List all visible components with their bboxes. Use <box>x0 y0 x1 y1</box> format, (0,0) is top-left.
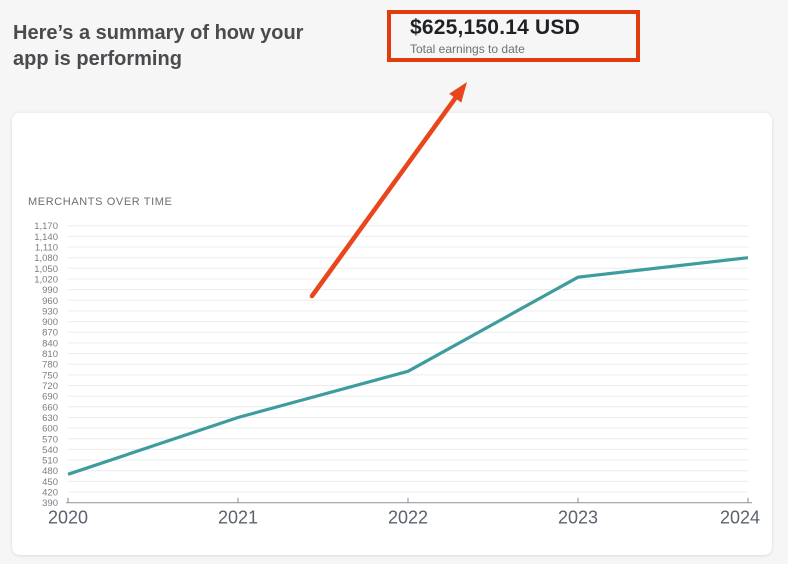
x-axis-label: 2020 <box>48 508 88 528</box>
y-axis-tick-label: 660 <box>42 402 58 413</box>
y-axis-tick-label: 810 <box>42 349 58 360</box>
total-earnings-highlight-box: $625,150.14 USD Total earnings to date <box>387 10 640 62</box>
y-axis-tick-label: 1,050 <box>34 264 58 275</box>
y-axis-tick-label: 1,110 <box>35 243 58 254</box>
x-axis-label: 2024 <box>720 508 760 528</box>
total-earnings-caption: Total earnings to date <box>410 42 525 56</box>
y-axis-tick-label: 630 <box>42 413 58 424</box>
y-axis-tick-label: 1,080 <box>34 253 58 264</box>
annotation-arrow-head <box>449 82 467 103</box>
y-axis-tick-label: 900 <box>42 317 58 328</box>
y-axis-tick-label: 960 <box>42 296 58 307</box>
y-axis-tick-label: 870 <box>42 328 58 339</box>
y-axis-tick-label: 780 <box>42 360 58 371</box>
y-axis-tick-label: 540 <box>42 445 58 456</box>
y-axis-tick-label: 690 <box>42 392 58 403</box>
y-axis-tick-label: 510 <box>42 456 58 467</box>
chart-title: MERCHANTS OVER TIME <box>28 196 173 208</box>
y-axis-tick-label: 480 <box>42 466 58 477</box>
y-axis-tick-label: 1,170 <box>34 221 58 232</box>
y-axis-tick-label: 450 <box>42 477 58 488</box>
x-axis-label: 2022 <box>388 508 428 528</box>
x-axis-label: 2021 <box>218 508 258 528</box>
y-axis-tick-label: 840 <box>42 338 58 349</box>
total-earnings-amount: $625,150.14 USD <box>410 16 580 39</box>
y-axis-tick-label: 1,020 <box>34 275 58 286</box>
y-axis-tick-label: 720 <box>42 381 58 392</box>
merchants-line-chart: 3904204504805105405706006306606907207507… <box>34 221 760 528</box>
page-title-line1: Here’s a summary of how your <box>13 22 304 45</box>
page-title: Here’s a summary of how your app is perfo… <box>13 20 373 72</box>
y-axis-tick-label: 600 <box>42 424 58 435</box>
x-axis-label: 2023 <box>558 508 598 528</box>
y-axis-tick-label: 930 <box>42 306 58 317</box>
y-axis-tick-label: 390 <box>42 498 58 509</box>
y-axis-tick-label: 570 <box>42 434 58 445</box>
page-title-line2: app is performing <box>13 48 182 71</box>
y-axis-tick-label: 750 <box>42 370 58 381</box>
y-axis-tick-label: 420 <box>42 488 58 499</box>
merchants-chart-card: MERCHANTS OVER TIME 390 420 450 480 510 540 57… <box>12 113 772 555</box>
merchants-line-series <box>67 256 749 476</box>
y-axis-tick-label: 1,140 <box>34 232 58 243</box>
y-axis-tick-label: 990 <box>42 285 58 296</box>
